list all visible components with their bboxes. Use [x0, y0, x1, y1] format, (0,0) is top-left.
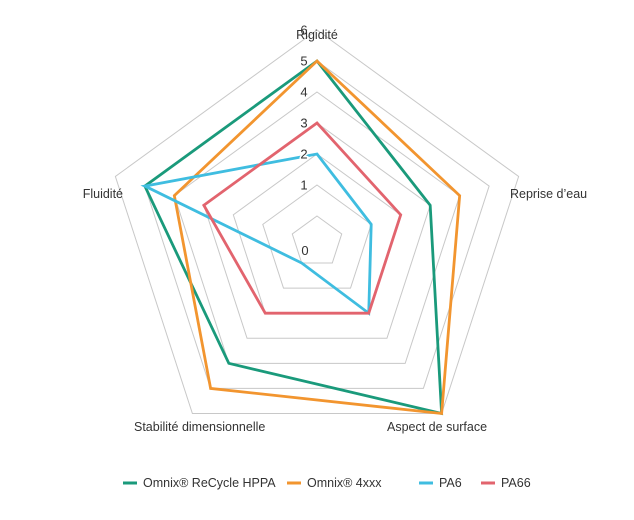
axis-label-layer: Rigidité Reprise d’eau Aspect de surface St… [83, 28, 587, 434]
tick-label: 5 [300, 54, 307, 69]
tick-label: 0 [301, 243, 308, 258]
legend-label: Omnix® ReCycle HPPA [143, 476, 276, 490]
axis-label: Reprise d’eau [510, 187, 587, 201]
grid-ring [262, 184, 372, 289]
axis-label: Fluidité [83, 187, 123, 201]
grid-ring [173, 91, 461, 364]
tick-label: 4 [300, 85, 307, 100]
tick-label: 6 [300, 23, 307, 38]
axis-label: Aspect de surface [387, 420, 487, 434]
series-line [143, 59, 444, 416]
grid-layer [114, 29, 520, 415]
series-line [140, 152, 373, 316]
series-line [201, 121, 403, 315]
legend-label: Omnix® 4xxx [307, 476, 382, 490]
axis-label: Rigidité [296, 28, 338, 42]
tick-label: 2 [300, 147, 307, 162]
tick-label: 1 [300, 178, 307, 193]
legend-label: PA66 [501, 476, 531, 490]
grid-ring [291, 215, 343, 264]
series-line [172, 59, 462, 416]
axis-label: Stabilité dimensionnelle [134, 420, 265, 434]
legend-label: PA6 [439, 476, 462, 490]
series-layer [140, 59, 462, 416]
legend: Omnix® ReCycle HPPA Omnix® 4xxx PA6 PA66 [123, 476, 531, 490]
tick-layer: 0 1 2 3 4 5 6 [299, 21, 310, 260]
grid-ring [114, 29, 520, 415]
tick-label: 3 [300, 116, 307, 131]
